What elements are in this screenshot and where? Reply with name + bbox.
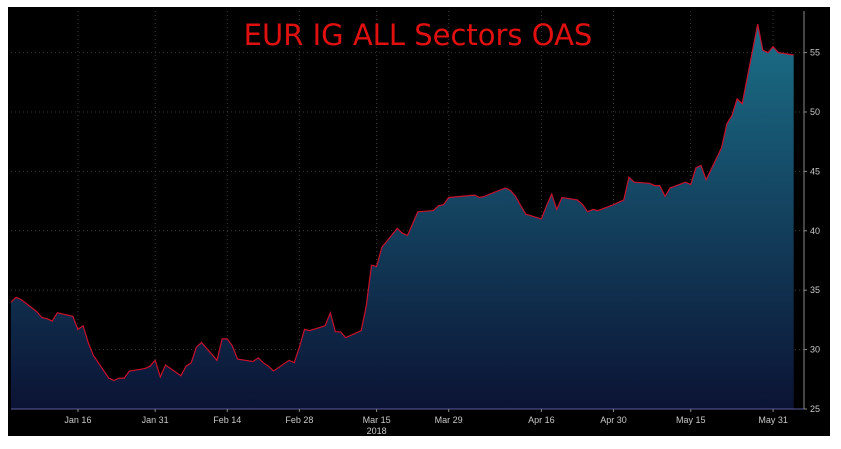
x-tick-label: Jan 31 [142,415,169,425]
y-axis-ticks: 25 30 35 40 45 50 55 [804,48,820,414]
x-tick-label: Feb 14 [213,415,241,425]
chart-frame: 25 30 35 40 45 50 55 Jan 16 Jan 31 Feb 14 Feb 28 M… [8,7,830,436]
y-tick-label: 25 [810,404,820,414]
oas-line [10,23,794,382]
y-tick-label: 40 [810,226,820,236]
oas-area-fill [11,24,794,409]
y-tick-label: 45 [810,166,820,176]
x-tick-label: May 15 [676,415,706,425]
x-tick-label: Mar 15 [363,415,391,425]
y-tick-label: 35 [810,285,820,295]
y-tick-label: 55 [810,48,820,58]
x-tick-label: Apr 16 [528,415,555,425]
x-tick-label: Apr 30 [600,415,627,425]
oas-chart: 25 30 35 40 45 50 55 Jan 16 Jan 31 Feb 14 Feb 28 M… [10,11,820,436]
x-tick-label: May 31 [758,415,788,425]
y-tick-label: 50 [810,107,820,117]
x-tick-label: Mar 29 [435,415,463,425]
x-axis-ticks: Jan 16 Jan 31 Feb 14 Feb 28 Mar 15 Mar 29 Apr … [64,409,788,425]
x-axis-year-label: 2018 [367,426,387,436]
x-tick-label: Feb 28 [285,415,313,425]
x-tick-label: Jan 16 [64,415,91,425]
chart-title: EUR IG ALL Sectors OAS [244,18,593,52]
y-tick-label: 30 [810,345,820,355]
